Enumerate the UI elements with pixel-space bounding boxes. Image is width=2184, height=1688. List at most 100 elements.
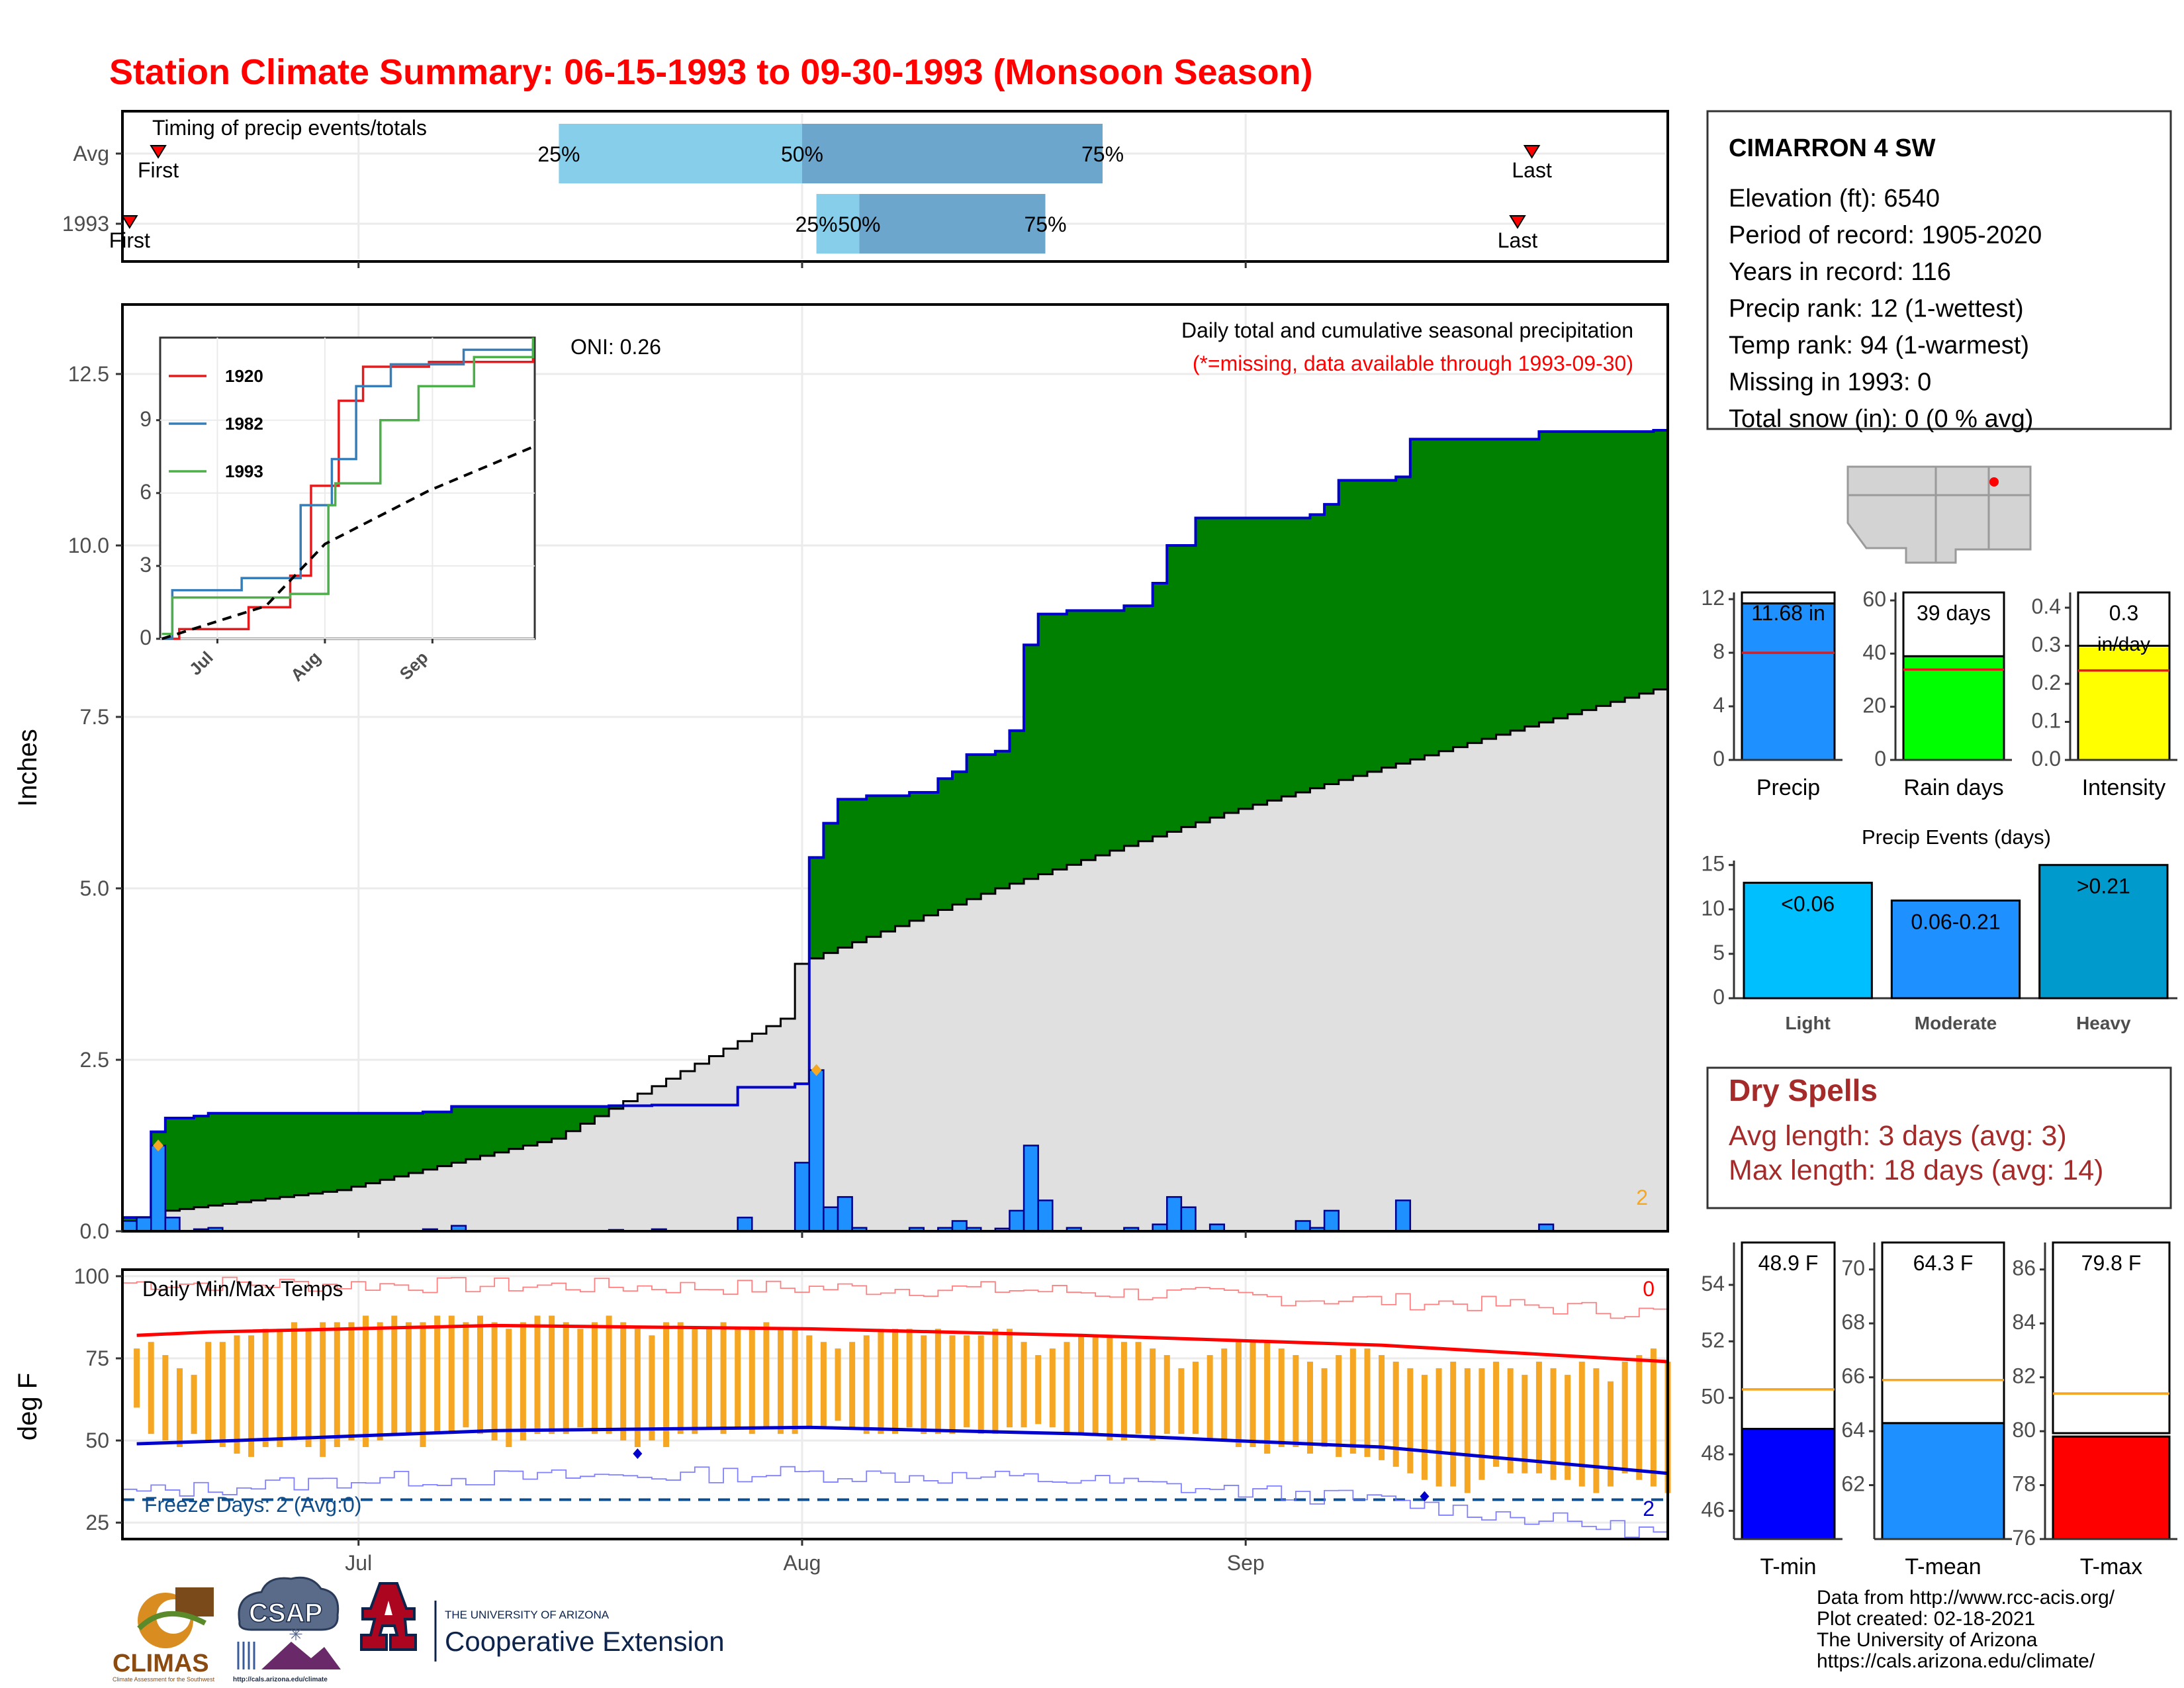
events-ytick-label: 10: [1701, 896, 1725, 920]
precip-diff-area: [609, 1105, 624, 1109]
temp-daily-bar: [320, 1322, 326, 1457]
inset-legend-label: 1920: [225, 366, 263, 386]
temp-daily-bar: [1092, 1335, 1099, 1434]
timing-p25-label: 25%: [537, 142, 580, 166]
timing-last-label: Last: [1512, 158, 1552, 182]
precip-daily-bar: [1394, 1199, 1412, 1233]
precip-diff-area: [1310, 514, 1325, 788]
temp-daily-bar: [1435, 1368, 1442, 1487]
events-category-label: Light: [1785, 1013, 1830, 1033]
temp-daily-bar: [405, 1322, 412, 1434]
temp-daily-bar: [863, 1335, 870, 1434]
precip-daily-bar: [737, 1217, 753, 1233]
mini-category-label: T-min: [1760, 1554, 1817, 1579]
precip-diff-area: [1553, 432, 1569, 719]
timing-last-label: Last: [1498, 228, 1538, 252]
precip-diff-area: [1367, 480, 1383, 772]
temp-daily-bar: [291, 1322, 297, 1441]
mini-ytick-label: 70: [1841, 1256, 1865, 1280]
temp-daily-bar: [148, 1342, 154, 1434]
mini-ytick-label: 52: [1701, 1328, 1725, 1352]
precip-diff-area: [838, 799, 853, 948]
temp-daily-bar: [1078, 1335, 1085, 1434]
precip-diff-area: [337, 1113, 352, 1190]
temp-ytick-label: 25: [85, 1511, 109, 1534]
precip-diff-area: [1424, 439, 1439, 756]
temp-daily-bar: [176, 1368, 183, 1448]
precip-diff-area: [480, 1106, 495, 1156]
mini-value-label: 48.9 F: [1758, 1251, 1819, 1275]
mini-ytick-label: 4: [1713, 693, 1725, 717]
precip-diff-area: [265, 1113, 281, 1199]
precip-diff-area: [966, 754, 981, 900]
precip-ylabel: Inches: [13, 729, 42, 807]
timing-bar-q2: [801, 124, 1103, 183]
dry-spells-box: Dry Spells Avg length: 3 days (avg: 3) M…: [1706, 1066, 2172, 1209]
timing-title: Timing of precip events/totals: [152, 116, 427, 140]
temp-daily-bar: [305, 1329, 312, 1448]
precip-diff-area: [351, 1113, 367, 1187]
temp-daily-bar: [248, 1335, 255, 1457]
temp-daily-bar: [506, 1329, 512, 1448]
temp-ytick-label: 50: [85, 1429, 109, 1452]
avg-min-line: [136, 1425, 1668, 1476]
temp-daily-bar: [1306, 1361, 1313, 1454]
precip-diff-area: [1267, 518, 1282, 801]
mini-ytick-label: 50: [1701, 1385, 1725, 1409]
station-info-line: Years in record: 116: [1729, 258, 1951, 286]
inset-series-avg: [161, 445, 534, 640]
temp-ytick-label: 100: [74, 1264, 109, 1288]
precip-diff-area: [380, 1113, 395, 1180]
footer: Data from http://www.rcc-acis.org/Plot c…: [113, 1576, 2115, 1683]
mini-ytick-label: 8: [1713, 639, 1725, 663]
temp-daily-bar: [692, 1329, 698, 1434]
precip-daily-bar: [794, 1162, 811, 1233]
precip-diff-area: [1338, 480, 1353, 780]
timing-p50-label: 50%: [838, 212, 880, 236]
temp-daily-bar: [849, 1342, 856, 1428]
timing-bar-q2: [859, 194, 1046, 254]
temp-daily-bar: [1035, 1355, 1042, 1425]
mini-ytick-label: 60: [1862, 587, 1886, 611]
mini-chart-t-max: 79.8 F 76 78 80 82 84 86 T-max: [2012, 1241, 2177, 1579]
temp-daily-bar: [348, 1322, 355, 1441]
footer-line: The University of Arizona: [1817, 1629, 2038, 1651]
timing-category-label: Avg: [73, 142, 109, 165]
temp-daily-bar: [749, 1329, 755, 1434]
timing-p25-label: 25%: [796, 212, 838, 236]
temp-daily-bar: [563, 1322, 569, 1434]
precip-corner-count: 2: [1636, 1186, 1648, 1209]
mini-chart-t-min: 48.9 F 46 48 50 52 54 T-min: [1701, 1241, 1843, 1579]
precip-diff-area: [365, 1113, 381, 1184]
precip-diff-area: [423, 1111, 438, 1170]
temp-daily-bar: [1450, 1361, 1457, 1487]
inset-ytick-label: 9: [140, 407, 152, 431]
mini-ytick-label: 64: [1841, 1418, 1865, 1442]
events-bar-label: >0.21: [2077, 874, 2130, 898]
temp-daily-bar: [520, 1322, 526, 1441]
precip-diff-area: [1539, 432, 1554, 723]
month-axis: Jul Aug Sep: [345, 1551, 1264, 1575]
precip-diff-area: [279, 1113, 295, 1197]
mini-ytick-label: 76: [2012, 1526, 2036, 1550]
mini-ytick-label: 40: [1862, 640, 1886, 664]
timing-p50-label: 50%: [781, 142, 823, 166]
freeze-days-count: 2: [1643, 1497, 1655, 1521]
temp-daily-bar: [1379, 1355, 1385, 1460]
precip-ytick-label: 7.5: [80, 705, 109, 729]
mini-ytick-label: 0.3: [2032, 633, 2061, 657]
precip-diff-area: [1038, 614, 1053, 874]
precip-diff-area: [895, 796, 910, 926]
precip-diff-area: [179, 1118, 195, 1209]
mini-ytick-label: 80: [2012, 1418, 2036, 1442]
temp-daily-bar: [391, 1315, 398, 1434]
precip-daily-bar: [1180, 1206, 1197, 1233]
timing-bar-q1: [816, 194, 860, 254]
station-info-line: Total snow (in): 0 (0 % avg): [1729, 405, 2033, 433]
mini-value-label: 0.3: [2109, 601, 2138, 625]
freeze-days-label: Freeze Days: 2 (Avg:0): [144, 1493, 361, 1517]
temp-daily-bar: [262, 1329, 269, 1448]
precip-daily-bar: [121, 1220, 138, 1233]
mini-bar-overlay: [1741, 602, 1836, 761]
